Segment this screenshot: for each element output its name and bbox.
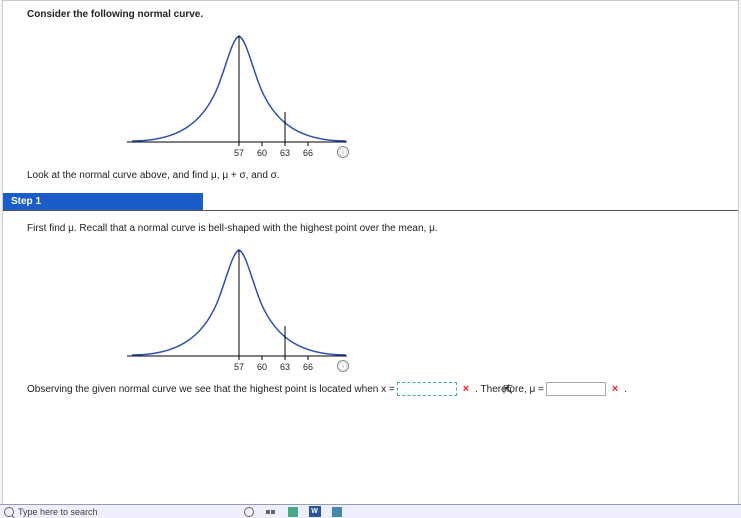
cursor-icon: ⇱ xyxy=(503,383,513,397)
tick-66-b: 66 xyxy=(298,362,318,372)
prompt-line1: Consider the following normal curve. xyxy=(27,9,734,20)
taskbar[interactable]: Type here to search W xyxy=(0,504,741,518)
tick-60-a: 60 xyxy=(252,148,272,158)
app-icon-2[interactable] xyxy=(330,506,344,518)
wrong-icon-1: × xyxy=(463,383,469,395)
chart-svg-2 xyxy=(107,238,367,368)
step-1-text: First find μ. Recall that a normal curve… xyxy=(27,223,734,234)
prompt-line2: Look at the normal curve above, and find… xyxy=(27,170,734,181)
tick-60-b: 60 xyxy=(252,362,272,372)
info-icon-2[interactable]: ⓘ xyxy=(337,360,349,372)
input-mu-value[interactable] xyxy=(546,382,606,396)
answer-prefix: Observing the given normal curve we see … xyxy=(27,384,395,395)
period-text: . xyxy=(624,384,627,395)
search-input[interactable]: Type here to search xyxy=(18,507,98,517)
chart-svg-1 xyxy=(107,24,367,154)
tick-57-a: 57 xyxy=(229,148,249,158)
tick-63-b: 63 xyxy=(275,362,295,372)
info-icon[interactable]: ⓘ xyxy=(337,146,349,158)
step-1-header: Step 1 xyxy=(3,193,203,210)
wrong-icon-2: × xyxy=(612,383,618,395)
normal-curve-chart-2: 57 60 63 66 ⓘ xyxy=(107,238,367,378)
search-icon[interactable] xyxy=(4,507,14,517)
normal-curve-chart-1: 57 60 63 66 ⓘ xyxy=(107,24,367,164)
tick-66-a: 66 xyxy=(298,148,318,158)
content-area: Consider the following normal curve. 57 … xyxy=(2,0,739,506)
word-icon[interactable]: W xyxy=(308,506,322,518)
tick-57-b: 57 xyxy=(229,362,249,372)
answer-line: Observing the given normal curve we see … xyxy=(27,382,734,396)
app-icon-1[interactable] xyxy=(286,506,300,518)
input-x-value[interactable] xyxy=(397,382,457,396)
tick-63-a: 63 xyxy=(275,148,295,158)
cortana-icon[interactable] xyxy=(242,506,256,518)
task-view-icon[interactable] xyxy=(264,506,278,518)
step-1-body: First find μ. Recall that a normal curve… xyxy=(3,210,738,400)
